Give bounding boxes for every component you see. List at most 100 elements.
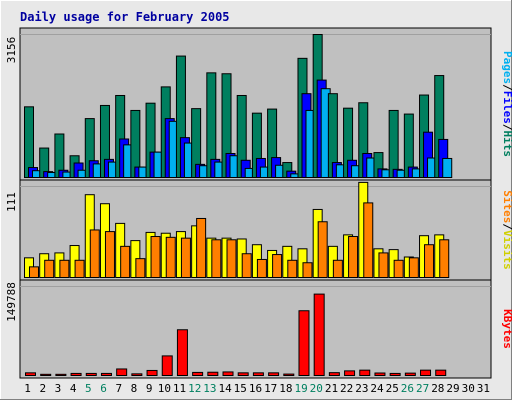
x-tick-label: 9 [146, 382, 153, 395]
bar-kbytes-day-21 [328, 372, 340, 377]
legend-item-kbytes: KBytes [501, 309, 512, 349]
legend-item-sites: Sites [501, 190, 512, 223]
bar-sites-day-10 [165, 236, 176, 278]
bar-sites-day-4 [74, 259, 85, 278]
bar-kbytes-day-9 [146, 369, 158, 376]
x-tick-label: 14 [218, 382, 232, 395]
legend-item-files: Files [501, 91, 512, 124]
x-tick-label: 26 [401, 382, 414, 395]
panel-bottom: 149788 KBytes [5, 279, 512, 379]
x-tick-label: 12 [188, 382, 201, 395]
chart-title: Daily usage for February 2005 [20, 10, 230, 24]
bar-sites-day-18 [287, 259, 298, 278]
bar-sites-day-25 [393, 259, 404, 278]
plot-area-bottom [19, 279, 492, 379]
chart-panels: 3156Pages/Files/Hits111Sites/Visits14978… [5, 27, 512, 379]
bar-sites-day-11 [180, 237, 191, 279]
bar-kbytes-day-7 [116, 368, 128, 376]
bar-kbytes-day-13 [207, 371, 219, 377]
bar-sites-day-14 [226, 239, 237, 278]
bar-kbytes-day-6 [100, 372, 112, 376]
bar-kbytes-day-1 [25, 372, 36, 377]
x-tick-label: 16 [249, 382, 262, 395]
x-tick-label: 17 [264, 382, 277, 395]
x-tick-label: 24 [370, 382, 384, 395]
legend-item-visits: Visits [501, 230, 512, 270]
x-tick-label: 15 [234, 382, 247, 395]
y-max-label-middle: 111 [5, 192, 18, 212]
bar-sites-day-9 [150, 236, 161, 278]
bar-kbytes-day-3 [55, 373, 67, 376]
x-tick-label: 30 [462, 382, 475, 395]
x-tick-label: 4 [70, 382, 77, 395]
bar-kbytes-day-16 [252, 372, 264, 377]
bar-sites-day-19 [302, 262, 313, 279]
x-tick-label: 11 [173, 382, 186, 395]
x-tick-label: 10 [158, 382, 171, 395]
x-tick-label: 25 [386, 382, 399, 395]
bar-sites-day-7 [120, 245, 131, 278]
bar-kbytes-day-4 [70, 372, 82, 376]
y-max-label-bottom: 149788 [5, 282, 18, 322]
legend-separator: / [501, 223, 512, 230]
y-max-label-top: 3156 [5, 37, 18, 64]
bar-sites-day-17 [272, 254, 283, 278]
bar-kbytes-day-10 [161, 355, 173, 376]
bar-sites-day-27 [424, 244, 435, 279]
x-tick-label: 27 [416, 382, 429, 395]
x-tick-label: 8 [131, 382, 138, 395]
bar-kbytes-day-24 [374, 372, 386, 377]
bar-sites-day-28 [439, 239, 450, 278]
bar-sites-day-5 [89, 229, 100, 279]
bar-kbytes-day-8 [131, 373, 143, 376]
bar-pages-day-28 [442, 157, 453, 179]
x-tick-label: 20 [310, 382, 323, 395]
bar-kbytes-day-27 [420, 369, 432, 376]
x-tick-label: 13 [203, 382, 216, 395]
bar-sites-day-22 [348, 236, 359, 278]
legend-separator: / [501, 84, 512, 91]
bar-kbytes-day-28 [435, 369, 447, 376]
bar-kbytes-day-23 [359, 369, 371, 376]
x-tick-label: 28 [431, 382, 444, 395]
x-tick-label: 31 [477, 382, 490, 395]
bar-kbytes-day-12 [192, 371, 204, 377]
bar-sites-day-26 [408, 257, 419, 278]
legend-separator: / [501, 124, 512, 131]
bar-kbytes-day-17 [268, 372, 280, 377]
bar-sites-day-23 [363, 202, 374, 278]
bar-hits-day-25 [388, 109, 399, 178]
bar-kbytes-day-19 [298, 310, 310, 377]
bar-kbytes-day-11 [176, 329, 188, 376]
x-tick-label: 1 [24, 382, 31, 395]
bar-sites-day-6 [104, 231, 115, 278]
legend-item-hits: Hits [501, 131, 512, 158]
bar-sites-day-20 [317, 221, 328, 279]
bar-sites-day-12 [196, 217, 207, 279]
legend-item-pages: Pages [501, 51, 512, 84]
bar-kbytes-day-22 [344, 370, 356, 376]
x-tick-label: 21 [325, 382, 338, 395]
x-tick-label: 5 [85, 382, 92, 395]
x-tick-label: 6 [100, 382, 107, 395]
bar-kbytes-day-14 [222, 371, 234, 377]
bar-kbytes-day-2 [40, 373, 52, 376]
x-tick-label: 22 [340, 382, 353, 395]
bar-sites-day-21 [332, 259, 343, 278]
x-tick-label: 18 [279, 382, 292, 395]
bar-sites-day-24 [378, 252, 389, 279]
bar-sites-day-15 [241, 253, 252, 278]
legend-bottom: KBytes [501, 309, 512, 349]
bar-sites-day-3 [59, 259, 70, 278]
x-tick-label: 19 [294, 382, 307, 395]
x-axis-tick-labels: 1 2 3 4 5 6 7 8 9 10 11 12 13 14 15 16 17 18 19 20 21 22 23 24 2… [24, 382, 490, 395]
bar-kbytes-day-15 [237, 372, 249, 377]
bar-kbytes-day-20 [313, 293, 325, 377]
x-tick-label: 29 [446, 382, 459, 395]
bar-kbytes-day-26 [404, 372, 416, 377]
bar-kbytes-day-25 [389, 372, 401, 376]
legend-top: Pages/Files/Hits [501, 51, 512, 157]
bar-hits-day-1 [24, 106, 34, 178]
